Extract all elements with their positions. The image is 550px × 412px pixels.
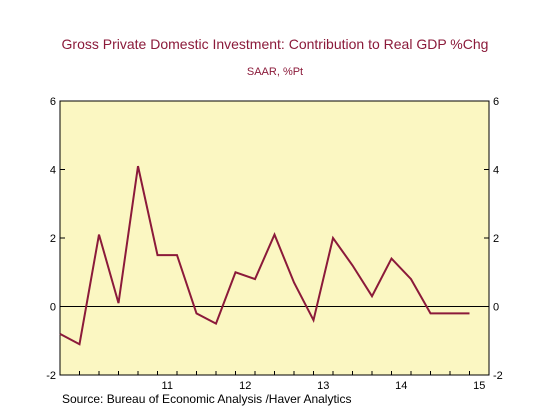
y-tick-label-left: -2 <box>46 370 56 382</box>
x-tick-label: 15 <box>473 380 485 392</box>
x-tick-label: 11 <box>162 380 173 392</box>
y-tick-label-right: 6 <box>493 96 499 108</box>
chart-title: Gross Private Domestic Investment: Contr… <box>61 36 489 52</box>
series-line <box>59 165 470 346</box>
x-tick-label: 12 <box>239 380 251 392</box>
y-tick-label-left: 4 <box>50 165 56 177</box>
x-tick-label: 13 <box>317 380 329 392</box>
axes: -2 -2 0 0 2 2 4 4 6 6 11 12 13 14 15 <box>46 96 503 392</box>
y-tick-label-left: 6 <box>50 96 56 108</box>
plot-background <box>59 100 490 376</box>
chart-subtitle: SAAR, %Pt <box>246 66 304 78</box>
y-tick-label-left: 0 <box>50 302 56 314</box>
y-tick-label-right: 0 <box>493 302 499 314</box>
y-tick-label-right: 2 <box>493 233 499 245</box>
chart-source: Source: Bureau of Economic Analysis /Hav… <box>62 392 352 406</box>
x-tick-label: 14 <box>395 380 407 392</box>
y-tick-label-right: 4 <box>493 165 499 177</box>
series-layer <box>59 165 470 346</box>
y-tick-label-left: 2 <box>50 233 56 245</box>
y-tick-label-right: -2 <box>493 370 503 382</box>
